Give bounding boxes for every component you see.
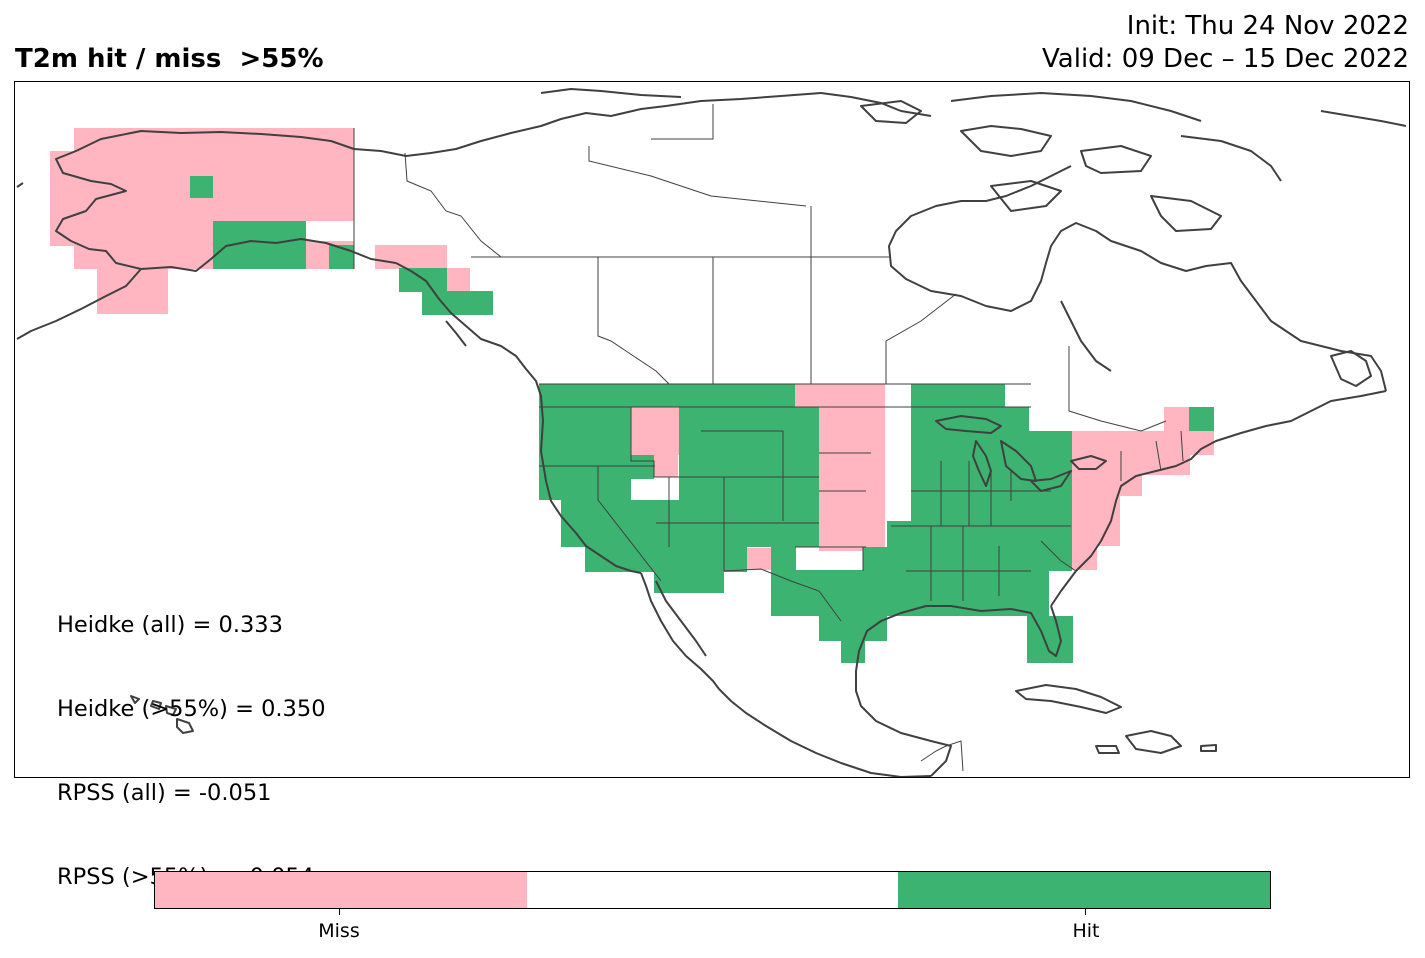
colorbar bbox=[154, 871, 1271, 909]
borders bbox=[353, 104, 1184, 772]
heidke-55: Heidke (>55%) = 0.350 bbox=[57, 696, 326, 722]
skill-scores: Heidke (all) = 0.333 Heidke (>55%) = 0.3… bbox=[57, 555, 326, 919]
hit-tick bbox=[1085, 909, 1086, 915]
colorbar-hit-segment bbox=[898, 872, 1271, 908]
hit-cells bbox=[190, 176, 1214, 663]
hit-label: Hit bbox=[1072, 920, 1100, 942]
colorbar-miss-segment bbox=[155, 872, 527, 908]
map-panel bbox=[14, 81, 1410, 778]
coastlines bbox=[16, 88, 1407, 777]
date-info: Init: Thu 24 Nov 2022 Valid: 09 Dec – 15… bbox=[1042, 10, 1409, 76]
colorbar-neutral-segment bbox=[526, 872, 899, 908]
rpss-all: RPSS (all) = -0.051 bbox=[57, 780, 272, 806]
heidke-all: Heidke (all) = 0.333 bbox=[57, 612, 283, 638]
miss-tick bbox=[339, 909, 340, 915]
miss-label: Miss bbox=[318, 920, 360, 942]
init-date: Init: Thu 24 Nov 2022 bbox=[1126, 11, 1409, 41]
miss-cells bbox=[50, 128, 1214, 570]
map-canvas bbox=[16, 88, 1407, 777]
valid-period: Valid: 09 Dec – 15 Dec 2022 bbox=[1042, 44, 1409, 74]
map-title: T2m hit / miss >55% bbox=[15, 44, 324, 74]
